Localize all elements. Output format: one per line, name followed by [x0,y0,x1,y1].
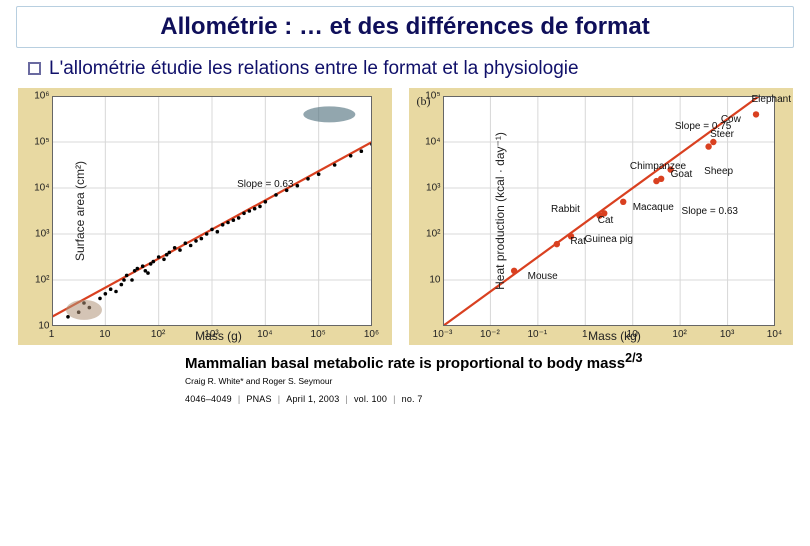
charts-row: 11010²10³10⁴10⁵10⁶1010²10³10⁴10⁵10⁶Slope… [0,88,810,345]
data-point-label: Rabbit [551,204,580,215]
page-title: Allométrie : … et des différences de for… [16,6,794,48]
data-point-label: Goat [671,169,693,180]
chart-b-ylabel: Heat production (kcal · day⁻¹) [492,132,506,290]
caption-date: April 1, 2003 [286,394,339,404]
caption-title: Mammalian basal metabolic rate is propor… [185,351,810,372]
chart-a-wrap: 11010²10³10⁴10⁵10⁶1010²10³10⁴10⁵10⁶Slope… [18,88,392,345]
chart-a-ylabel: Surface area (cm²) [73,161,87,261]
slope-lower-annotation: Slope = 0.63 [682,206,738,217]
caption-no: no. 7 [402,394,423,404]
caption-block: Mammalian basal metabolic rate is propor… [185,351,810,404]
caption-vol: vol. 100 [354,394,387,404]
data-point-label: Mouse [528,271,558,282]
caption-journal: PNAS [246,394,271,404]
bullet-square-icon [28,62,41,75]
caption-meta: 4046–4049|PNAS|April 1, 2003|vol. 100|no… [185,394,810,404]
data-point-label: Sheep [704,166,733,177]
slope-annotation: Slope = 0.63 [237,179,293,190]
slope-upper-annotation: Slope = 0.75 [675,121,731,132]
data-point-label: Rat [570,236,586,247]
data-point-label: Macaque [633,202,674,213]
caption-pages: 4046–4049 [185,394,232,404]
chart-b-wrap: (b) 10⁻³10⁻²10⁻¹11010²10³10⁴1010²10³10⁴1… [409,88,793,345]
bullet-text: L'allométrie étudie les relations entre … [49,58,579,79]
data-point-label: Cat [598,215,614,226]
caption-authors: Craig R. White* and Roger S. Seymour [185,376,810,386]
data-point-label: Elephant [752,94,791,105]
bullet-line: L'allométrie étudie les relations entre … [28,58,782,80]
chart-a-plot: 11010²10³10⁴10⁵10⁶1010²10³10⁴10⁵10⁶Slope… [52,96,372,326]
data-point-label: Guinea pig [585,234,633,245]
